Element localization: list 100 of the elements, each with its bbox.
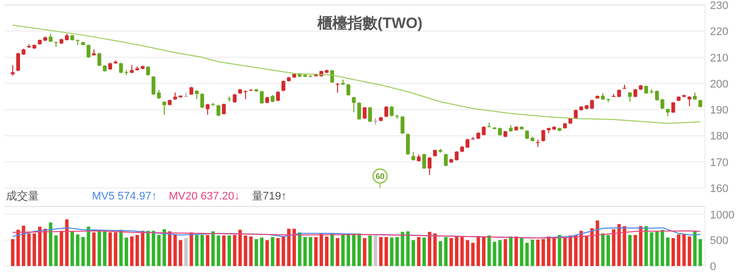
bar <box>114 232 118 266</box>
candlestick <box>422 153 426 170</box>
bar <box>292 228 296 266</box>
bar <box>563 238 567 266</box>
bar <box>303 237 307 266</box>
bar <box>206 234 210 266</box>
bar <box>362 238 366 266</box>
text: 櫃檯指數(TWO) <box>316 15 422 32</box>
candlestick <box>260 90 264 104</box>
candlestick <box>454 150 459 162</box>
bar <box>584 236 588 266</box>
bar <box>65 219 69 266</box>
bar <box>222 235 226 266</box>
bar <box>438 241 442 266</box>
bar <box>379 237 383 266</box>
bar <box>412 240 416 266</box>
bar <box>579 230 583 266</box>
bar <box>140 230 144 266</box>
candlestick <box>330 69 334 84</box>
bar <box>676 234 680 266</box>
bar <box>476 236 480 266</box>
bar <box>190 232 194 266</box>
bar <box>232 234 236 266</box>
bar <box>124 238 128 266</box>
bar <box>406 231 410 266</box>
bar <box>81 237 85 266</box>
bar <box>660 230 664 266</box>
candlestick <box>628 92 632 102</box>
bar <box>60 230 64 266</box>
bar <box>130 236 134 266</box>
bar <box>228 235 231 266</box>
bar <box>395 237 399 266</box>
bar <box>16 230 20 266</box>
bar <box>698 239 702 266</box>
bar <box>92 232 96 266</box>
bar <box>136 234 139 266</box>
bar <box>682 234 686 266</box>
bar <box>195 234 198 266</box>
bar <box>428 232 432 266</box>
bar <box>238 230 242 266</box>
bar <box>612 229 616 266</box>
candlestick <box>482 126 486 136</box>
bar <box>547 236 550 266</box>
y-tick-label: 0 <box>710 261 716 273</box>
candlestick <box>688 96 692 107</box>
candlestick <box>671 101 676 114</box>
bar <box>374 235 378 266</box>
bar <box>454 236 458 266</box>
bar <box>314 237 318 266</box>
y-tick-label: 180 <box>710 130 728 143</box>
bar <box>596 220 600 266</box>
y-tick-label: 500 <box>710 235 728 248</box>
bar <box>450 238 453 266</box>
bar <box>644 226 648 266</box>
bar <box>336 238 340 266</box>
y-tick-label: 220 <box>710 26 728 38</box>
candlestick <box>346 83 350 96</box>
chart-title: 成交量 <box>6 190 39 202</box>
candlestick <box>400 116 404 134</box>
bar <box>639 226 642 266</box>
bar <box>444 237 448 266</box>
bar <box>417 237 420 266</box>
candlestick <box>362 106 367 120</box>
annotation: 60 <box>376 172 386 181</box>
bar <box>601 233 605 266</box>
candlestick <box>206 103 210 116</box>
bar <box>693 230 697 266</box>
bar <box>574 234 578 266</box>
bar <box>27 233 31 266</box>
bar <box>325 236 328 266</box>
bar <box>265 240 269 266</box>
bar <box>282 236 286 266</box>
bar <box>514 236 518 266</box>
candlestick <box>368 106 372 123</box>
bar <box>606 234 610 266</box>
candlestick <box>282 80 286 92</box>
candlestick <box>541 129 546 142</box>
candlestick <box>10 64 15 76</box>
y-tick-label: 1000 <box>710 209 734 222</box>
candlestick <box>200 92 204 109</box>
bar <box>487 235 491 266</box>
candlestick <box>146 66 150 76</box>
bar <box>358 233 361 266</box>
bar <box>536 240 540 266</box>
bar <box>568 235 572 266</box>
candlestick <box>222 103 226 116</box>
y-tick-label: 170 <box>710 156 728 169</box>
bar <box>330 233 334 266</box>
bar <box>390 238 394 266</box>
bar <box>552 238 556 266</box>
bar <box>103 231 106 266</box>
bar <box>346 233 350 266</box>
text: MV20 637.20↓ <box>168 190 240 202</box>
bar <box>520 238 524 266</box>
bar <box>672 238 675 266</box>
bar <box>270 237 274 266</box>
y-tick-label: 190 <box>710 104 728 117</box>
candlestick <box>162 100 166 116</box>
bar <box>287 228 291 266</box>
y-tick-label: 230 <box>710 0 728 12</box>
